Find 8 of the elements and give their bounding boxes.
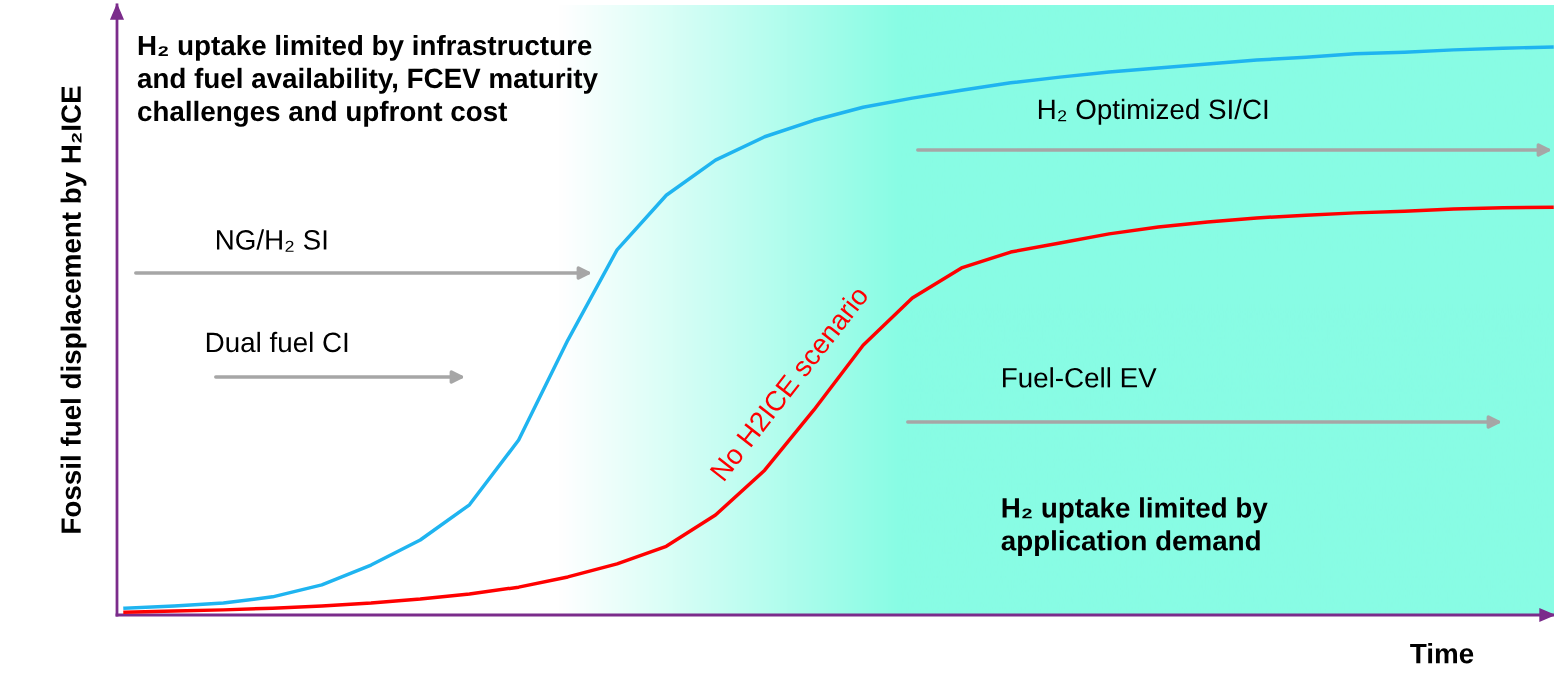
annotation: H₂ Optimized SI/CI xyxy=(1038,98,1268,125)
y-axis-title: Fossil fuel displacement by H₂ICE xyxy=(60,86,87,533)
annotation: NG/H₂ SI xyxy=(216,229,327,252)
annotation: Dual fuel CI xyxy=(206,331,348,353)
x-axis-title: Time xyxy=(1410,643,1474,664)
annotation: H₂ uptake limited by application demand xyxy=(1001,497,1268,557)
annotation: H₂ uptake limited by infrastructure and fuel availability, FCEV maturity challenges and upfront cost xyxy=(137,34,598,127)
annotation: Fuel-Cell EV xyxy=(1003,367,1157,388)
